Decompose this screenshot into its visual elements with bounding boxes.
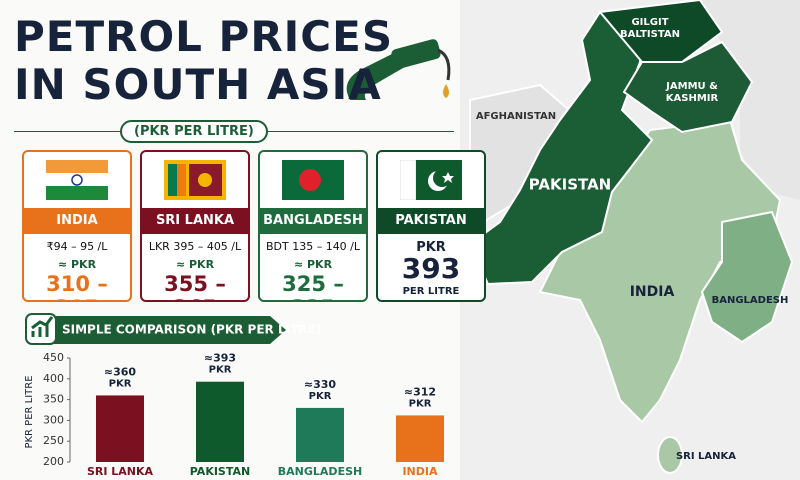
- unit: PKR: [416, 240, 446, 255]
- map-label: AFGHANISTAN: [476, 111, 556, 122]
- flag: [282, 160, 344, 200]
- map-label: GILGIT BALTISTAN: [620, 17, 680, 40]
- pkr-price: 393: [401, 252, 461, 285]
- map-label: INDIA: [630, 284, 675, 300]
- local-price: BDT 135 – 140 /L: [265, 240, 361, 253]
- y-tick-label: 300: [43, 413, 64, 426]
- local-price: LKR 395 – 405 /L: [148, 240, 242, 253]
- approx-label: ≈ PKR: [175, 258, 215, 271]
- y-tick-label: 250: [43, 434, 64, 447]
- x-tick-label: INDIA: [402, 465, 438, 478]
- chart: SIMPLE COMPARISON (PKR PER LITRE) PKR PE…: [24, 313, 444, 478]
- approx-label: ≈ PKR: [57, 258, 97, 271]
- pkr-price: 310 – 315: [46, 272, 108, 300]
- title: PETROL PRICES: [14, 12, 394, 61]
- map-label: PAKISTAN: [529, 176, 611, 194]
- value-label: ≈393 PKR: [204, 352, 236, 376]
- bar: [196, 381, 244, 462]
- value-label: ≈360 PKR: [104, 365, 137, 389]
- country-name: SRI LANKA: [142, 208, 248, 234]
- y-tick-label: 350: [43, 393, 64, 406]
- value-label: ≈330 PKR: [304, 378, 337, 402]
- subtitle: (PKR PER LITRE): [120, 120, 268, 143]
- map-label: BANGLADESH: [712, 295, 789, 306]
- y-tick-label: 400: [43, 372, 64, 385]
- chart-title: SIMPLE COMPARISON (PKR PER LITRE): [62, 323, 321, 337]
- country-name: PAKISTAN: [378, 208, 484, 234]
- local-price: ₹94 – 95 /L: [46, 240, 108, 253]
- flag: [46, 160, 108, 200]
- map-label: JAMMU & KASHMIR: [665, 81, 718, 104]
- pkr-price: 325 – 335: [282, 272, 344, 300]
- flag: [400, 160, 462, 200]
- y-tick-label: 450: [43, 351, 64, 364]
- flag: [164, 160, 226, 200]
- x-tick-label: BANGLADESH: [278, 465, 362, 478]
- x-tick-label: SRI LANKA: [87, 465, 154, 478]
- price-card: PAKISTAN PKR 393 PER LITRE: [376, 150, 486, 302]
- bar: [396, 415, 444, 462]
- approx-label: ≈ PKR: [293, 258, 333, 271]
- country-name: BANGLADESH: [260, 208, 366, 234]
- country-name: INDIA: [24, 208, 130, 234]
- value-label: ≈312 PKR: [404, 385, 436, 409]
- bar: [296, 407, 344, 462]
- y-axis-label: PKR PER LITRE: [24, 375, 35, 448]
- map-label: SRI LANKA: [676, 451, 736, 462]
- x-tick-label: PAKISTAN: [190, 465, 250, 478]
- title: IN SOUTH ASIA: [14, 60, 382, 109]
- unit-note: PER LITRE: [402, 286, 460, 297]
- pkr-price: 355 – 365: [164, 272, 226, 300]
- bar: [96, 395, 144, 462]
- y-tick-label: 200: [43, 455, 64, 468]
